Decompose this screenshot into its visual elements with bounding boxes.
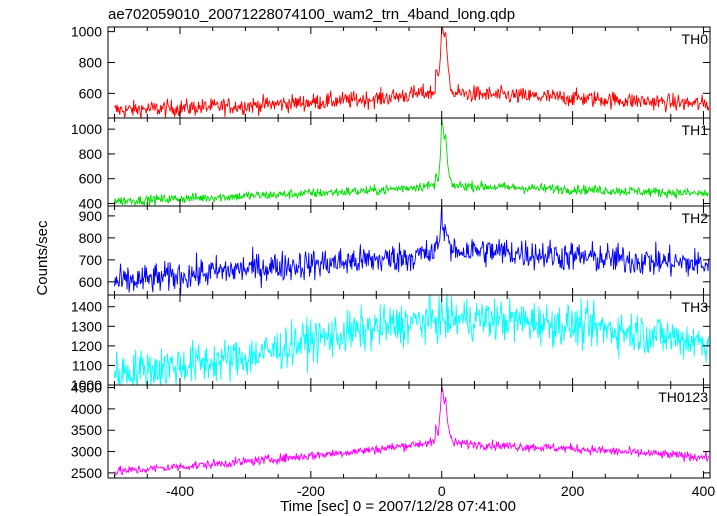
series-line-th0123	[114, 385, 710, 477]
x-tick-label: 0	[438, 483, 446, 499]
panel-th3: 1000 1100 1200 1300 1400 TH3	[71, 294, 711, 393]
series-line-th0	[114, 27, 710, 118]
y-tick-label: 1100	[72, 357, 102, 373]
y-tick-label: 600	[79, 171, 103, 187]
x-tick-label: -400	[166, 483, 194, 499]
panel-label: TH1	[682, 122, 709, 138]
panels-group: 600 800 1000 TH0 400 600 800 1000 TH1 600 700 800 90…	[71, 24, 711, 481]
panel-th2: 600 700 800 900 TH2	[79, 205, 711, 296]
y-tick-label: 400	[79, 196, 103, 212]
panel-label: TH2	[682, 210, 709, 226]
panel-label: TH0	[682, 31, 709, 47]
y-tick-label: 3500	[71, 422, 102, 438]
y-tick-label: 3000	[71, 444, 102, 460]
x-tick-label: -200	[297, 483, 325, 499]
y-tick-label: 800	[79, 146, 103, 162]
panel-frame	[107, 384, 711, 479]
x-tick-label: 200	[561, 483, 585, 499]
y-tick-label: 800	[79, 230, 103, 246]
y-axis-label: Counts/sec	[34, 220, 51, 296]
y-tick-label: 1000	[71, 121, 102, 137]
y-tick-label: 4000	[71, 401, 102, 417]
y-tick-label: 1000	[71, 377, 102, 393]
series-line-th3	[114, 295, 710, 385]
series-line-th1	[114, 119, 710, 206]
y-tick-label: 2500	[71, 465, 102, 481]
y-tick-label: 1200	[71, 338, 102, 354]
series-line-th2	[114, 206, 710, 295]
y-tick-label: 900	[79, 208, 103, 224]
y-tick-label: 1400	[71, 299, 102, 315]
x-tick-label: 400	[692, 483, 716, 499]
y-tick-label: 700	[79, 252, 103, 268]
y-tick-label: 800	[79, 54, 103, 70]
x-axis-label: Time [sec] 0 = 2007/12/28 07:41:00	[280, 498, 516, 515]
y-tick-label: 4500	[71, 380, 102, 396]
y-tick-label: 1300	[71, 318, 102, 334]
panel-label: TH3	[682, 299, 709, 315]
x-tick-labels: -400 -200 0 200 400	[166, 483, 715, 499]
y-tick-label: 1000	[71, 24, 102, 40]
panel-label: TH0123	[658, 389, 708, 405]
panel-frame	[107, 294, 711, 386]
chart-title: ae702059010_20071228074100_wam2_trn_4ban…	[108, 6, 515, 23]
panel-th1: 400 600 800 1000 TH1	[71, 117, 711, 212]
panel-th0: 600 800 1000 TH0	[71, 24, 711, 119]
y-tick-label: 600	[79, 85, 103, 101]
y-tick-label: 600	[79, 274, 103, 290]
panel-th0123: 2500 3000 3500 4000 4500 TH0123	[71, 380, 711, 481]
